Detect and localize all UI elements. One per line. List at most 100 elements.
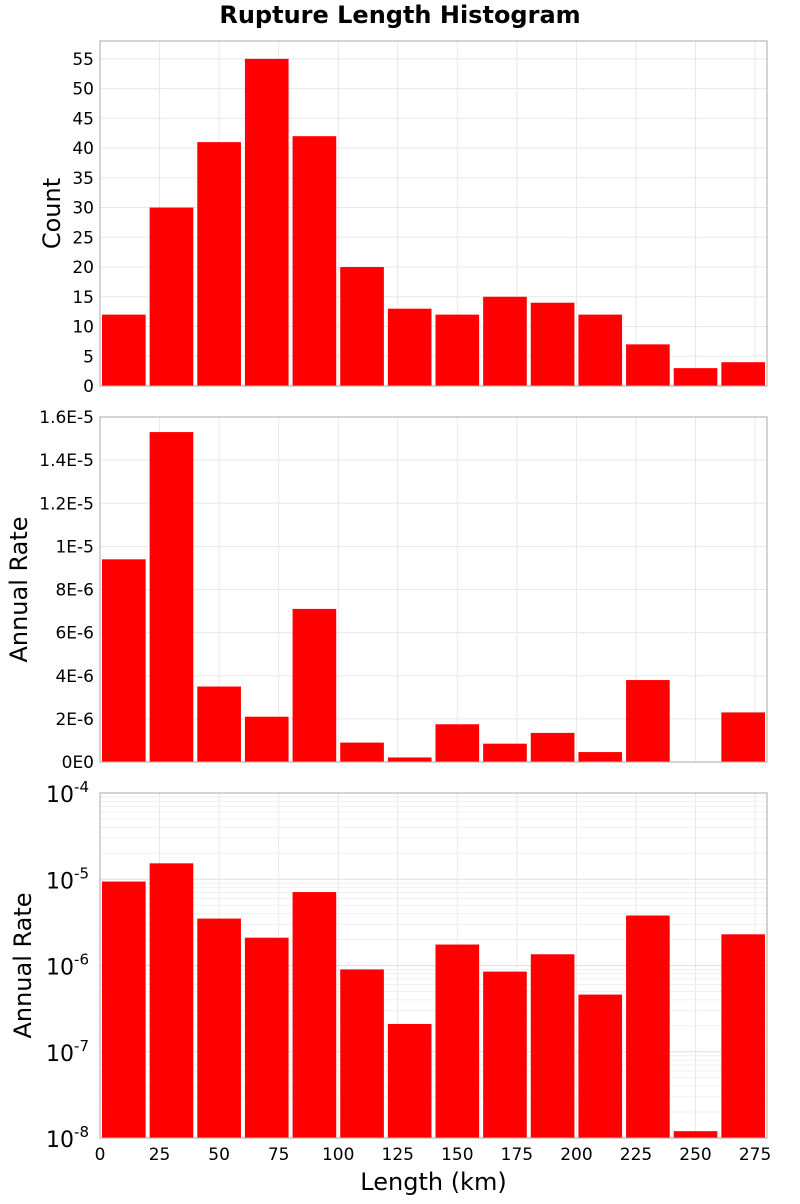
panel-3: 10-810-710-610-510-40 25 50 75 100 125 150 175 2… xyxy=(9,778,771,1196)
y-tick-label: 10 xyxy=(72,318,94,338)
histogram-bar xyxy=(197,142,241,386)
y-tick-label: 1E-5 xyxy=(55,537,94,557)
y-tick-label: 10-5 xyxy=(46,864,89,894)
x-tick-label: 200 xyxy=(560,1145,592,1165)
y-tick-label: 55 xyxy=(72,50,94,70)
y-tick-label: 15 xyxy=(72,288,94,308)
y-axis-label: Annual Rate xyxy=(9,892,37,1038)
x-tick-label: 225 xyxy=(620,1145,652,1165)
y-tick-label: 50 xyxy=(72,80,94,100)
x-axis-label: Length (km) xyxy=(360,1168,506,1196)
bars xyxy=(102,863,765,1138)
histogram-bar xyxy=(387,308,432,386)
histogram-bar xyxy=(102,559,146,762)
histogram-bar xyxy=(340,742,384,762)
y-tick-labels: 10-810-710-610-510-4 xyxy=(46,778,89,1153)
histogram-bar xyxy=(244,58,289,387)
x-tick-label: 75 xyxy=(268,1145,290,1165)
y-tick-label-base: 10 xyxy=(46,1042,74,1067)
y-tick-label: 10-8 xyxy=(46,1123,89,1153)
y-tick-labels: 0E0 2E-6 4E-6 6E-6 8E-6 1E-5 1.2E-5 1.4E-5 1.6E-… xyxy=(39,408,94,773)
y-tick-label: 30 xyxy=(72,199,94,219)
histogram-bar xyxy=(435,944,480,1138)
histogram-bar xyxy=(626,680,670,762)
y-tick-label: 4E-6 xyxy=(55,667,94,687)
y-tick-label-exponent: -7 xyxy=(74,1037,89,1055)
histogram-bar xyxy=(149,207,194,386)
y-tick-label: 2E-6 xyxy=(55,710,94,730)
bars xyxy=(102,58,765,387)
y-tick-label: 1.6E-5 xyxy=(39,408,94,428)
x-tick-label: 100 xyxy=(322,1145,354,1165)
plot-frame xyxy=(99,792,768,1139)
histogram-bar xyxy=(102,314,146,386)
x-tick-label: 175 xyxy=(501,1145,533,1165)
histogram-bar xyxy=(578,752,623,762)
chart-title: Rupture Length Histogram xyxy=(219,1,580,29)
histogram-bar xyxy=(435,314,480,386)
histogram-bar xyxy=(292,892,337,1138)
histogram-bar xyxy=(721,934,765,1138)
y-tick-label-exponent: -5 xyxy=(74,864,89,882)
histogram-bar xyxy=(197,918,241,1138)
histogram-bar xyxy=(340,267,384,386)
histogram-bar xyxy=(721,712,765,762)
panel-1: 0 5 10 15 20 25 30 35 40 45 50 55 Count xyxy=(38,40,768,397)
histogram-bar xyxy=(530,954,575,1138)
histogram-bar xyxy=(197,686,241,762)
y-tick-label: 10-4 xyxy=(46,778,89,808)
histogram-bar xyxy=(673,1131,718,1138)
y-tick-label-exponent: -6 xyxy=(74,951,89,969)
histogram-bar xyxy=(387,1023,432,1138)
y-tick-label-exponent: -8 xyxy=(74,1123,89,1141)
histogram-bar xyxy=(292,136,337,386)
histogram-bar xyxy=(530,302,575,386)
y-tick-label: 0E0 xyxy=(62,753,94,773)
y-tick-labels: 0 5 10 15 20 25 30 35 40 45 50 55 xyxy=(72,50,94,397)
y-tick-label: 45 xyxy=(72,109,94,129)
y-tick-label: 6E-6 xyxy=(55,624,94,644)
x-tick-labels: 0 25 50 75 100 125 150 175 200 225 250 275 xyxy=(95,1145,772,1165)
x-tick-label: 0 xyxy=(95,1145,106,1165)
y-tick-label-base: 10 xyxy=(46,1128,74,1153)
bars xyxy=(102,432,765,763)
y-tick-label: 35 xyxy=(72,169,94,189)
y-tick-label: 10-7 xyxy=(46,1037,89,1067)
histogram-bar xyxy=(578,314,623,386)
histogram-bar xyxy=(244,937,289,1138)
y-tick-label: 5 xyxy=(83,347,94,367)
y-tick-label: 1.2E-5 xyxy=(39,494,94,514)
histogram-bar xyxy=(626,915,670,1138)
x-tick-label: 50 xyxy=(208,1145,230,1165)
histogram-bar xyxy=(149,863,194,1138)
y-tick-label-exponent: -4 xyxy=(74,778,89,796)
y-tick-label: 20 xyxy=(72,258,94,278)
histogram-bar xyxy=(483,971,527,1138)
histogram-bar xyxy=(578,994,623,1138)
histogram-bar xyxy=(483,743,527,762)
histogram-bar xyxy=(102,881,146,1138)
y-tick-label: 25 xyxy=(72,228,94,248)
histogram-bar xyxy=(626,344,670,386)
histogram-bar xyxy=(435,724,480,762)
y-tick-label: 8E-6 xyxy=(55,581,94,601)
y-tick-label-base: 10 xyxy=(46,869,74,894)
histogram-bar xyxy=(673,368,718,386)
plot-frame xyxy=(99,40,768,387)
histogram-bar xyxy=(244,716,289,762)
y-tick-label: 0 xyxy=(83,377,94,397)
histogram-bar xyxy=(530,732,575,762)
x-tick-label: 25 xyxy=(149,1145,171,1165)
histogram-bar xyxy=(721,362,765,386)
histogram-bar xyxy=(292,608,337,762)
y-tick-label-base: 10 xyxy=(46,783,74,808)
histogram-bar xyxy=(483,296,527,386)
y-axis-label: Count xyxy=(38,178,66,249)
y-axis-label: Annual Rate xyxy=(5,516,33,662)
histogram-bar xyxy=(387,757,432,762)
panel-2: 0E0 2E-6 4E-6 6E-6 8E-6 1E-5 1.2E-5 1.4E-5 1.6E-… xyxy=(5,408,768,773)
histogram-bar xyxy=(149,432,194,762)
y-tick-label: 10-6 xyxy=(46,951,89,981)
